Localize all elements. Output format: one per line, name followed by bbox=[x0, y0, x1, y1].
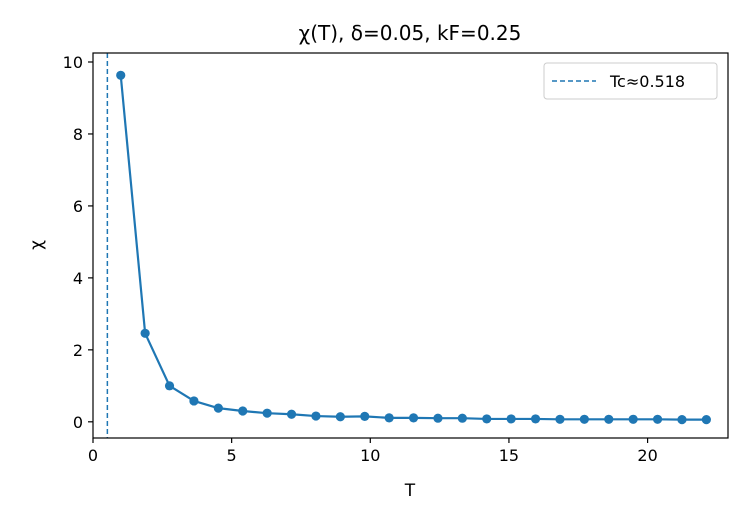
data-point bbox=[579, 414, 589, 424]
data-point bbox=[164, 381, 175, 391]
legend-box bbox=[543, 62, 718, 100]
chart-title: χ(T), δ=0.05, kF=0.25 bbox=[299, 21, 522, 45]
y-tick-label: 8 bbox=[73, 125, 83, 144]
plot-area bbox=[106, 53, 711, 438]
data-point bbox=[652, 414, 663, 424]
data-point bbox=[555, 414, 565, 424]
data-point bbox=[677, 415, 687, 425]
data-point bbox=[116, 70, 126, 80]
data-point bbox=[238, 406, 248, 416]
x-tick-label: 5 bbox=[227, 446, 237, 465]
data-point bbox=[433, 413, 443, 423]
data-point bbox=[408, 413, 419, 423]
data-point bbox=[335, 412, 345, 422]
data-point bbox=[286, 409, 297, 419]
data-point bbox=[140, 328, 150, 338]
data-point bbox=[530, 414, 541, 424]
data-point bbox=[628, 414, 638, 424]
x-tick-label: 15 bbox=[499, 446, 519, 465]
data-point bbox=[604, 414, 614, 424]
data-point bbox=[701, 415, 711, 425]
y-axis-label: χ bbox=[27, 240, 47, 250]
x-axis-label: T bbox=[404, 481, 416, 501]
legend-label-tc: Tc≈0.518 bbox=[609, 72, 685, 91]
data-point bbox=[311, 411, 321, 421]
axis-ticks: 0 5 10 15 20 0 2 4 6 8 10 bbox=[63, 53, 658, 465]
plot-frame bbox=[92, 52, 729, 439]
series-line bbox=[119, 75, 707, 421]
x-tick-label: 0 bbox=[88, 446, 98, 465]
y-tick-label: 0 bbox=[73, 413, 83, 432]
y-tick-label: 2 bbox=[73, 341, 83, 360]
legend: Tc≈0.518 bbox=[543, 62, 718, 100]
y-tick-label: 4 bbox=[73, 269, 83, 288]
data-point bbox=[482, 414, 492, 424]
data-point bbox=[360, 411, 370, 422]
data-point bbox=[262, 408, 272, 418]
x-tick-label: 20 bbox=[637, 446, 657, 465]
data-point bbox=[506, 414, 516, 424]
data-point bbox=[189, 396, 199, 406]
data-point bbox=[457, 413, 467, 423]
data-point bbox=[213, 403, 223, 413]
x-tick-label: 10 bbox=[360, 446, 380, 465]
y-tick-label: 6 bbox=[73, 197, 83, 216]
y-tick-label: 10 bbox=[63, 53, 83, 72]
data-point bbox=[384, 413, 394, 423]
